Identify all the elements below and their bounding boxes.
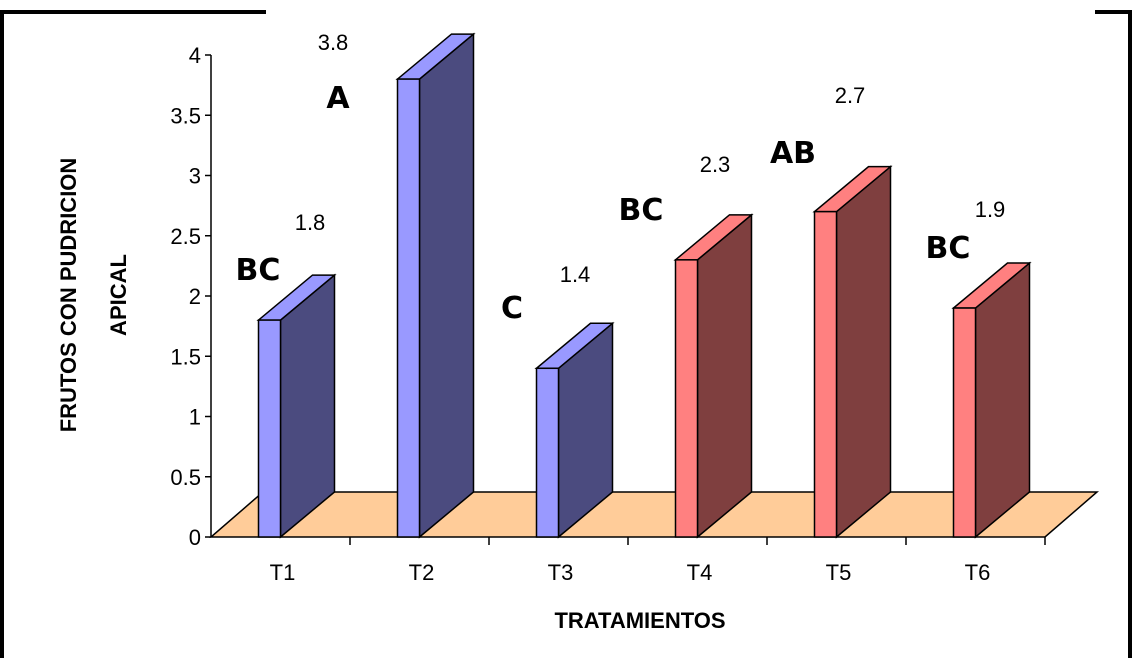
bar-side-face bbox=[279, 273, 336, 539]
x-tick-label: T1 bbox=[270, 560, 296, 585]
x-tick-label: T2 bbox=[409, 560, 435, 585]
bar-side-face bbox=[835, 165, 892, 539]
significance-letter: BC bbox=[926, 231, 971, 266]
y-tick-label: 0 bbox=[189, 525, 201, 550]
bar-front-face bbox=[535, 367, 560, 538]
bar-side-face bbox=[696, 213, 753, 539]
significance-letter: BC bbox=[619, 193, 664, 228]
significance-letter: AB bbox=[770, 136, 816, 171]
y-tick-label: 1.5 bbox=[170, 344, 201, 369]
bar-front-face bbox=[813, 210, 838, 538]
y-tick-label: 2.5 bbox=[170, 224, 201, 249]
bar-front-face bbox=[257, 319, 282, 538]
bar-t1 bbox=[256, 273, 337, 539]
y-tick-label: 3.5 bbox=[170, 103, 201, 128]
bar-front-face bbox=[952, 307, 977, 538]
significance-letter: A bbox=[326, 81, 350, 116]
y-tick-label: 1 bbox=[189, 405, 201, 430]
x-tick-label: T4 bbox=[687, 560, 713, 585]
bar-t2 bbox=[395, 32, 476, 539]
value-label: 3.8 bbox=[318, 30, 349, 55]
x-tick-label: T6 bbox=[965, 560, 991, 585]
significance-letter: BC bbox=[236, 253, 281, 288]
value-label: 1.9 bbox=[975, 197, 1006, 222]
value-label: 2.3 bbox=[700, 152, 731, 177]
x-axis-title: TRATAMIENTOS bbox=[554, 608, 725, 633]
bar-t6 bbox=[951, 261, 1032, 539]
y-tick-label: 0.5 bbox=[170, 465, 201, 490]
bar-front-face bbox=[396, 78, 421, 538]
bar-side-face bbox=[418, 32, 475, 539]
y-tick-label: 2 bbox=[189, 284, 201, 309]
bar-t3 bbox=[534, 321, 615, 539]
chart-border bbox=[0, 10, 1132, 658]
value-label: 1.8 bbox=[295, 210, 326, 235]
bar-t5 bbox=[812, 165, 893, 539]
value-label: 2.7 bbox=[835, 83, 866, 108]
bar-front-face bbox=[674, 259, 699, 538]
y-axis-title: FRUTOS CON PUDRICION APICAL bbox=[56, 158, 131, 433]
y-tick-label: 3 bbox=[189, 164, 201, 189]
bar-side-face bbox=[974, 261, 1031, 539]
y-axis-title-line-2: APICAL bbox=[106, 254, 131, 336]
y-axis-title-line-1: FRUTOS CON PUDRICION bbox=[56, 158, 81, 433]
x-tick-label: T3 bbox=[548, 560, 574, 585]
value-label: 1.4 bbox=[560, 262, 591, 287]
significance-letter: C bbox=[501, 291, 523, 326]
bar-t4 bbox=[673, 213, 754, 539]
x-tick-label: T5 bbox=[826, 560, 852, 585]
y-tick-label: 4 bbox=[189, 43, 201, 68]
